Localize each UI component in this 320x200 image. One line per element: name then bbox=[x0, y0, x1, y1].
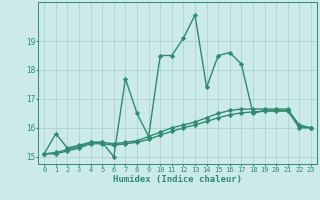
X-axis label: Humidex (Indice chaleur): Humidex (Indice chaleur) bbox=[113, 175, 242, 184]
